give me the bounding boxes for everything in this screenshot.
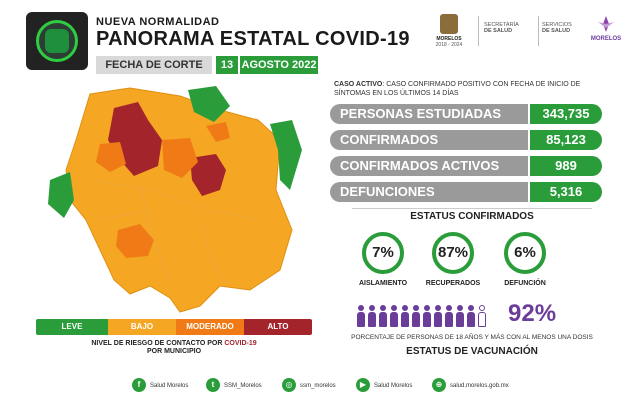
map-region-leve-east [270, 120, 302, 190]
fecha-month: AGOSTO 2022 [240, 56, 318, 74]
twitter-icon: t [206, 378, 220, 393]
state-period: 2018 - 2024 [435, 42, 463, 48]
defuncion-ring: 6% [504, 232, 546, 274]
covid-logo-core [45, 29, 69, 53]
caso-activo-note: CASO ACTIVO: CASO CONFIRMADO POSITIVO CO… [334, 81, 581, 97]
stat-value: 989 [530, 156, 602, 176]
vaccination-percent: 92% [508, 300, 557, 327]
person-vaccinated-icon [367, 305, 377, 327]
vaccination-people-icons [356, 305, 488, 327]
legend-bajo: BAJO [108, 319, 176, 335]
morelos-brand-logo: MORELOS [586, 14, 626, 50]
aislamiento-label: AISLAMIENTO [358, 280, 408, 287]
stat-value: 85,123 [530, 130, 602, 150]
person-vaccinated-icon [433, 305, 443, 327]
person-vaccinated-icon [422, 305, 432, 327]
youtube-icon: ▶ [356, 378, 370, 393]
morelos-risk-map [48, 86, 302, 313]
divider [538, 16, 539, 46]
person-vaccinated-icon [378, 305, 388, 327]
instagram-icon: ◎ [282, 378, 296, 393]
stat-label: CONFIRMADOS ACUMULADOS [330, 130, 528, 167]
stat-personas-estudiadas: PERSONAS ESTUDIADAS 343,735 [330, 104, 602, 124]
person-vaccinated-icon [389, 305, 399, 327]
person-vaccinated-icon [356, 305, 366, 327]
header-subtitle: NUEVA NORMALIDAD [96, 16, 220, 28]
person-unvaccinated-icon [477, 305, 487, 327]
map-region-moderado-3 [116, 224, 154, 258]
stat-confirmados-acumulados: CONFIRMADOS ACUMULADOS 85,123 [330, 130, 602, 167]
map-region-moderado-4 [206, 122, 230, 142]
map-region-bajo [65, 87, 293, 313]
recuperados-label: RECUPERADOS [425, 280, 481, 287]
person-vaccinated-icon [400, 305, 410, 327]
map-region-moderado-1 [96, 142, 126, 172]
defuncion-label: DEFUNCIÓN [504, 280, 546, 287]
estatus-confirmados-title: ESTATUS CONFIRMADOS [352, 208, 592, 224]
vaccination-title: ESTATUS DE VACUNACIÓN [406, 346, 538, 357]
stat-label: DEFUNCIONES [330, 182, 528, 202]
legend-alto: ALTO [244, 319, 312, 335]
person-vaccinated-icon [411, 305, 421, 327]
footer-instagram[interactable]: ◎ ssm_morelos [282, 378, 336, 394]
person-vaccinated-icon [444, 305, 454, 327]
stat-value: 5,316 [530, 182, 602, 202]
map-region-leve-north [188, 86, 230, 122]
footer-website[interactable]: ⊕ salud.morelos.gob.mx [432, 378, 509, 394]
page-title: PANORAMA ESTATAL COVID-19 [96, 28, 410, 50]
divider [478, 16, 479, 46]
shield-icon [440, 14, 458, 34]
stat-confirmados-activos: CONFIRMADOS ACTIVOS 989 [330, 156, 602, 176]
legend-note: NIVEL DE RIESGO DE CONTACTO POR COVID-19… [91, 340, 257, 355]
fecha-day: 13 [216, 56, 238, 74]
legend-moderado: MODERADO [176, 319, 244, 335]
footer-facebook[interactable]: f Salud Morelos [132, 378, 188, 394]
person-vaccinated-icon [466, 305, 476, 327]
facebook-icon: f [132, 378, 146, 393]
legend-leve: LEVE [36, 319, 108, 335]
map-region-moderado-2 [162, 138, 198, 178]
fecha-label: FECHA DE CORTE [96, 56, 212, 74]
flower-icon [595, 14, 617, 34]
stat-label: CONFIRMADOS ACTIVOS [330, 156, 528, 176]
recuperados-ring: 87% [432, 232, 474, 274]
footer: f Salud Morelos t SSM_Morelos ◎ ssm_morelos… [0, 368, 640, 400]
servicios-logo: SERVICIOS DE SALUD [542, 22, 572, 34]
state-name: MORELOS [436, 36, 462, 42]
vaccination-note: PORCENTAJE DE PERSONAS DE 18 AÑOS Y MÁS … [351, 334, 593, 341]
stat-label: PERSONAS ESTUDIADAS [330, 104, 528, 124]
map-region-leve-west [48, 172, 74, 218]
secretaria-logo: SECRETARÍA DE SALUD [484, 22, 519, 34]
web-icon: ⊕ [432, 378, 446, 393]
footer-twitter[interactable]: t SSM_Morelos [206, 378, 262, 394]
stat-defunciones: DEFUNCIONES 5,316 [330, 182, 602, 202]
map-region-alto-center [190, 154, 226, 196]
stat-value: 343,735 [530, 104, 602, 124]
person-vaccinated-icon [455, 305, 465, 327]
morelos-state-logo: MORELOS 2018 - 2024 [426, 14, 472, 50]
aislamiento-ring: 7% [362, 232, 404, 274]
footer-youtube[interactable]: ▶ Salud Morelos [356, 378, 412, 394]
